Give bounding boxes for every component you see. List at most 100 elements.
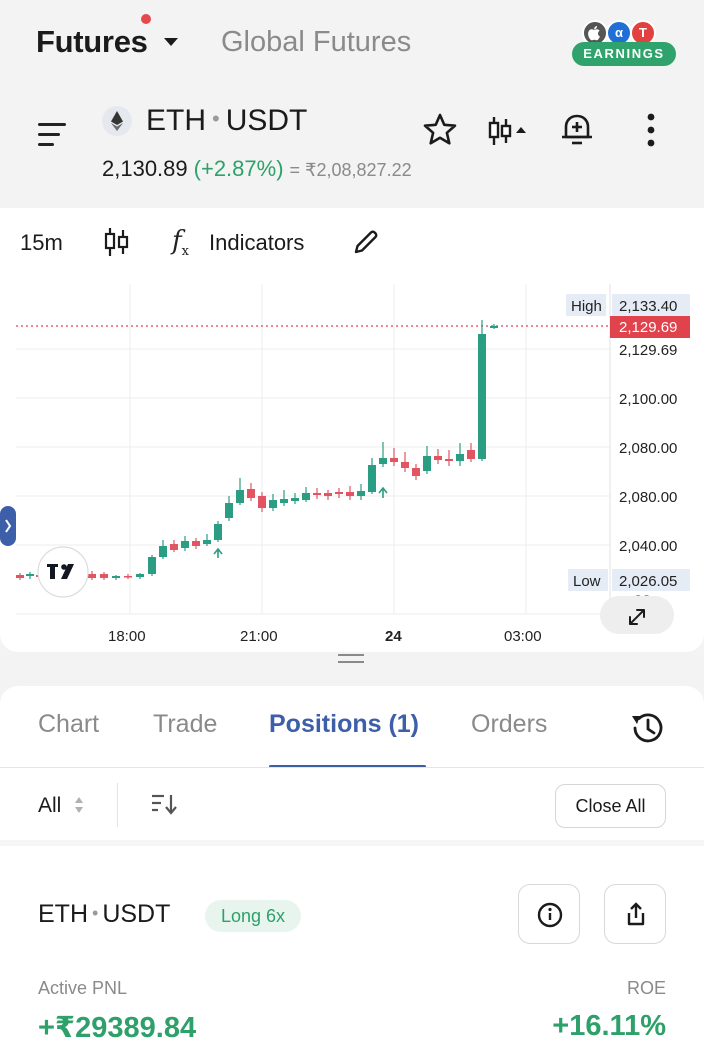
share-icon xyxy=(627,902,645,926)
tab-orders[interactable]: Orders xyxy=(471,710,548,738)
alert-bell-icon[interactable] xyxy=(560,110,594,153)
last-price-tag xyxy=(610,316,690,338)
candle-body xyxy=(467,450,475,459)
candle-body xyxy=(236,490,244,503)
tabs-divider xyxy=(0,767,704,768)
tab-positions[interactable]: Positions (1) xyxy=(269,710,420,738)
earnings-button[interactable]: α T EARNINGS xyxy=(572,18,676,68)
candles xyxy=(16,320,498,580)
y-tick-4: 2,080.00 xyxy=(619,489,677,506)
position-base: ETH xyxy=(38,900,88,928)
filter-divider xyxy=(117,783,118,827)
candle-body xyxy=(88,574,96,578)
candle-body xyxy=(136,574,144,577)
candle-body xyxy=(124,576,132,578)
top-bar: Futures Global Futures α T EARNINGS xyxy=(0,0,704,86)
interval-selector[interactable]: 15m xyxy=(20,230,63,255)
pnl-value: +₹29389.84 xyxy=(38,1012,197,1044)
earnings-badge: EARNINGS xyxy=(572,42,676,66)
candle-body xyxy=(181,541,189,548)
candle-body xyxy=(225,503,233,518)
bottom-panel: Chart Trade Positions (1) Orders All Clo… xyxy=(0,686,704,1058)
candle-body xyxy=(412,468,420,476)
low-value: 2,026.05 xyxy=(619,573,677,590)
more-options-icon[interactable] xyxy=(644,112,658,153)
active-tab-indicator xyxy=(269,765,426,768)
x-tick-3: 24 xyxy=(385,628,402,645)
candle-body xyxy=(456,454,464,461)
x-tick-1: 18:00 xyxy=(108,628,146,645)
y-tick-2: 2,100.00 xyxy=(619,391,677,408)
candle-body xyxy=(335,492,343,494)
price-row: 2,130.89 (+2.87%) = ₹2,08,827.22 xyxy=(102,156,412,182)
tab-global-futures[interactable]: Global Futures xyxy=(221,26,412,58)
candle-body xyxy=(423,456,431,471)
sort-icon[interactable] xyxy=(150,792,180,821)
expand-left-handle[interactable] xyxy=(0,506,16,546)
chart-type-icon[interactable] xyxy=(488,114,532,153)
x-tick-2: 21:00 xyxy=(240,628,278,645)
fullscreen-button[interactable] xyxy=(600,596,674,634)
candle-body xyxy=(346,492,354,496)
candle-style-icon[interactable] xyxy=(104,226,130,263)
pair-separator: • xyxy=(212,106,220,131)
candle-body xyxy=(258,496,266,508)
candlestick-chart[interactable]: High 2,133.40 2,129.69 2,129.69 2,100.00… xyxy=(0,278,704,652)
candle-body xyxy=(324,493,332,496)
drag-handle[interactable] xyxy=(338,654,364,664)
candle-body xyxy=(390,458,398,462)
position-separator: • xyxy=(92,903,99,923)
candle-body xyxy=(192,541,200,546)
candle-body xyxy=(291,498,299,501)
candle-body xyxy=(148,557,156,574)
chevron-down-icon[interactable] xyxy=(164,38,178,46)
earnings-logos: α T xyxy=(582,20,672,46)
indicators-button[interactable]: Indicators xyxy=(209,230,305,255)
share-button[interactable] xyxy=(604,884,666,944)
candle-body xyxy=(16,575,24,578)
candle-body xyxy=(478,334,486,459)
notification-dot xyxy=(141,14,151,24)
tab-futures[interactable]: Futures xyxy=(36,24,148,59)
candle-body xyxy=(445,459,453,461)
candle-body xyxy=(313,493,321,495)
position-quote: USDT xyxy=(102,900,171,928)
candle-body xyxy=(280,499,288,503)
signal-arrows xyxy=(213,486,388,558)
candle-body xyxy=(401,462,409,468)
t-logo-icon: T xyxy=(630,20,656,46)
filter-all[interactable]: All xyxy=(38,794,85,818)
star-icon[interactable] xyxy=(422,112,458,153)
pnl-label: Active PNL xyxy=(38,978,128,998)
last-price: 2,130.89 xyxy=(102,156,188,181)
candle-body xyxy=(247,489,255,498)
fx-icon[interactable]: fx xyxy=(172,226,189,260)
candle-body xyxy=(357,491,365,496)
candle-body xyxy=(159,546,167,557)
y-tick-1: 2,129.69 xyxy=(619,342,677,359)
tab-trade[interactable]: Trade xyxy=(153,710,218,738)
low-value-bg xyxy=(612,569,690,591)
pair-base: ETH xyxy=(146,104,206,137)
candle-body xyxy=(379,458,387,464)
tab-chart[interactable]: Chart xyxy=(38,710,100,738)
low-label-bg xyxy=(568,569,608,591)
info-button[interactable] xyxy=(518,884,580,944)
roe-value: +16.11% xyxy=(552,1010,666,1042)
high-value: 2,133.40 xyxy=(619,298,677,315)
leverage-badge: Long 6x xyxy=(205,900,302,932)
pair-header: ETH • USDT 2,130.89 (+2.87%) = ₹2,08,827.22 xyxy=(0,86,704,206)
candle-body xyxy=(203,540,211,544)
high-value-bg xyxy=(612,294,690,316)
eth-logo-icon xyxy=(102,106,132,136)
close-all-button[interactable]: Close All xyxy=(555,784,666,828)
sort-toggle-icon xyxy=(75,797,84,813)
pair-title[interactable]: ETH • USDT xyxy=(146,104,307,138)
candle-body xyxy=(100,574,108,578)
history-icon[interactable] xyxy=(628,708,668,753)
tradingview-logo[interactable] xyxy=(37,546,89,598)
menu-icon[interactable] xyxy=(38,123,68,147)
candle-body xyxy=(112,576,120,578)
candle-body xyxy=(214,524,222,540)
pencil-icon[interactable] xyxy=(352,228,380,261)
